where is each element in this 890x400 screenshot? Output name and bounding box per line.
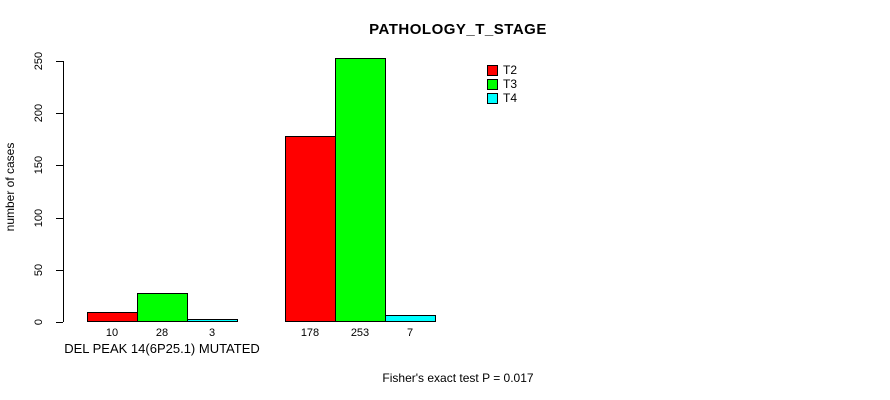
y-tick-mark	[56, 322, 63, 323]
y-tick-mark	[56, 165, 63, 167]
legend-item: T3	[487, 78, 517, 91]
y-tick-label: 100	[33, 208, 45, 227]
y-tick-label: 0	[33, 318, 45, 326]
stat-test-note: Fisher's exact test P = 0.017	[382, 371, 534, 385]
legend-swatch-t2	[487, 65, 498, 76]
legend-label: T4	[503, 91, 518, 105]
chart-title: PATHOLOGY_T_STAGE	[369, 21, 547, 38]
y-tick-mark	[56, 61, 63, 62]
bar-t4-group2	[385, 314, 436, 322]
y-tick-mark	[56, 269, 63, 271]
bar-t3-group1	[137, 292, 188, 322]
legend-label: T2	[503, 63, 518, 77]
bar-value-label: 10	[105, 327, 119, 339]
y-tick-mark	[56, 217, 63, 219]
y-tick-label: 50	[33, 263, 45, 276]
bar-t3-group2	[335, 57, 386, 322]
bar-value-label: 178	[300, 327, 320, 339]
bar-value-label: 3	[208, 327, 216, 339]
y-tick-label: 200	[33, 104, 45, 123]
legend-item: T2	[487, 64, 517, 77]
bar-value-label: 7	[406, 327, 414, 339]
y-axis-line	[63, 61, 64, 322]
bar-value-label: 28	[155, 327, 169, 339]
y-tick-label: 250	[33, 51, 45, 71]
bar-t4-group1	[187, 318, 238, 322]
legend-item: T4	[487, 92, 517, 105]
x-axis-category-label: DEL PEAK 14(6P25.1) MUTATED	[64, 341, 260, 356]
legend-swatch-t3	[487, 79, 498, 90]
legend: T2 T3 T4	[487, 64, 517, 106]
bar-t2-group2	[285, 136, 336, 322]
legend-swatch-t4	[487, 93, 498, 104]
y-axis-label: number of cases	[3, 142, 17, 232]
bar-t2-group1	[87, 311, 138, 322]
y-tick-mark	[56, 113, 63, 115]
bar-value-label: 253	[350, 327, 370, 339]
y-tick-label: 150	[33, 156, 45, 175]
legend-label: T3	[503, 77, 518, 91]
